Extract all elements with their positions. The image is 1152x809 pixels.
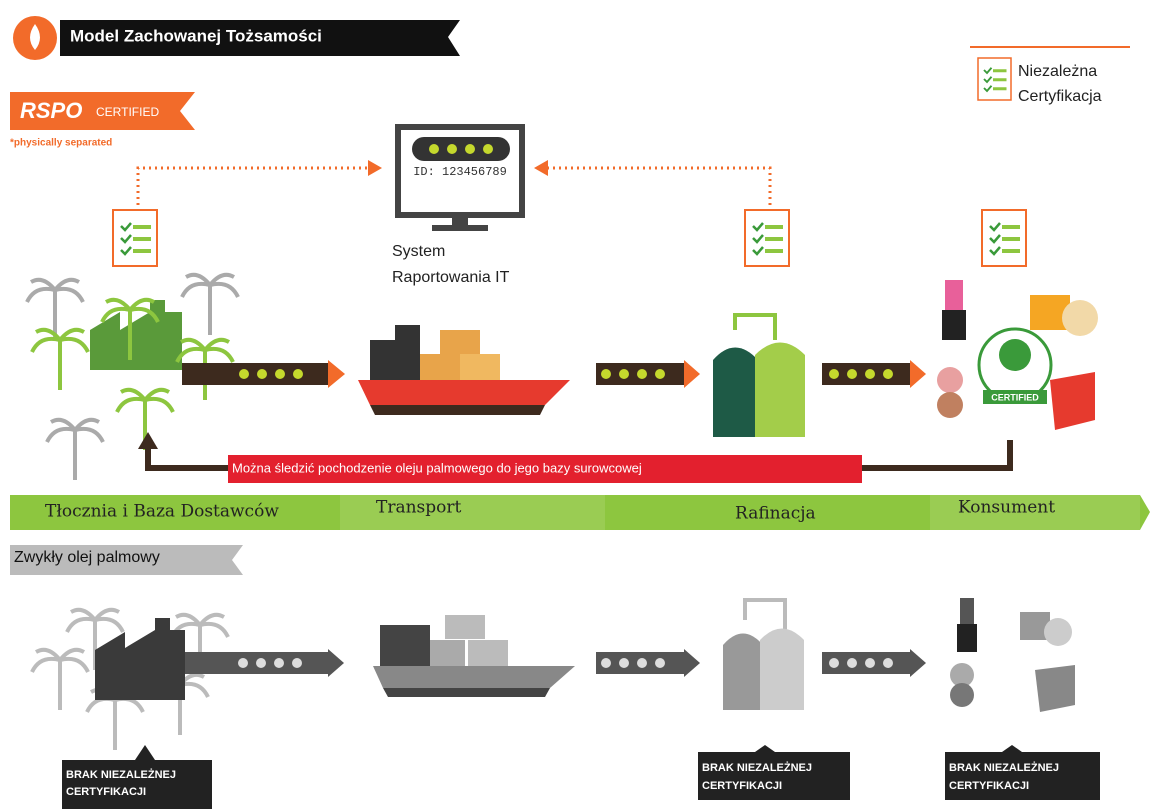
screen-id: ID: 123456789	[413, 165, 507, 179]
stage-label: Transport	[376, 498, 462, 518]
stage-label: Rafinacja	[735, 504, 816, 524]
stage-label: Tłocznia i Baza Dostawców	[45, 502, 279, 522]
conventional-title: Zwykły olej palmowy	[14, 549, 160, 566]
stage-label: Konsument	[958, 498, 1055, 518]
warning-text: CERTYFIKACJI	[66, 786, 146, 798]
legend-text: Certyfikacja	[1018, 88, 1102, 105]
warning-text: BRAK NIEZALEŻNEJ	[949, 761, 1059, 774]
title: Model Zachowanej Tożsamości	[70, 26, 322, 45]
seal-label: CERTIFIED	[991, 392, 1039, 402]
legend-text: Niezależna	[1018, 63, 1097, 80]
warning-box	[945, 752, 1100, 800]
infographic: Model Zachowanej Tożsamości RSPO CERTIFI…	[0, 0, 1152, 809]
warning-text: CERTYFIKACJI	[949, 780, 1029, 792]
rspo-note: *physically separated	[10, 138, 112, 149]
rspo-label: CERTIFIED	[96, 105, 159, 119]
warning-box	[698, 752, 850, 800]
warning-text: BRAK NIEZALEŻNEJ	[702, 761, 812, 774]
trace-text: Można śledzić pochodzenie oleju palmoweg…	[232, 460, 642, 475]
rspo-brand: RSPO	[20, 98, 82, 123]
it-label: Raportowania IT	[392, 269, 510, 286]
it-label: System	[392, 243, 445, 260]
warning-text: CERTYFIKACJI	[702, 780, 782, 792]
warning-text: BRAK NIEZALEŻNEJ	[66, 768, 176, 781]
warning-box	[62, 760, 212, 809]
